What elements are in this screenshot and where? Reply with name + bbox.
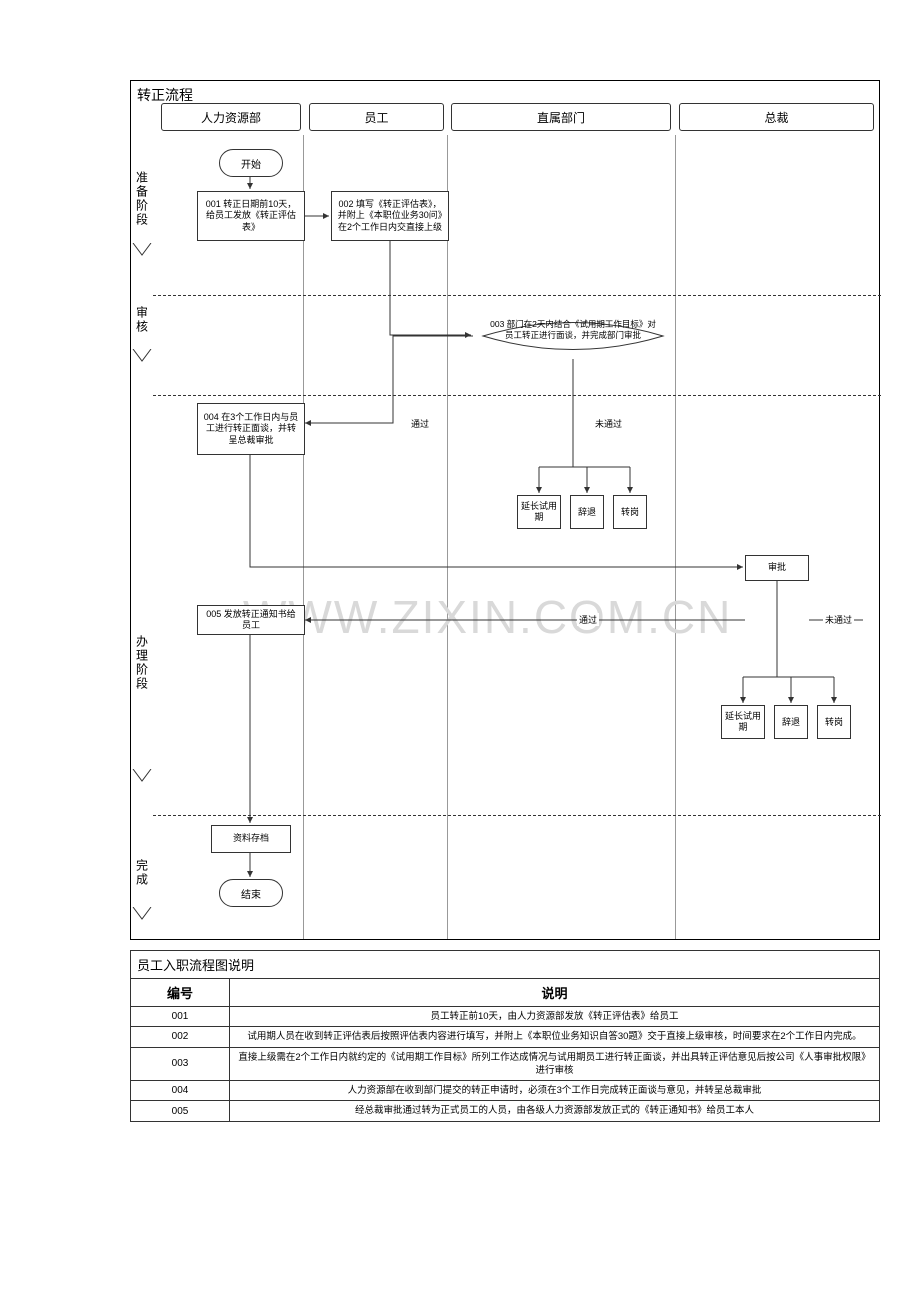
table-row: 004 人力资源部在收到部门提交的转正申请时，必须在3个工作日完成转正面谈与意见… [131,1081,880,1101]
node-dismiss-2: 辞退 [774,705,808,739]
node-002: 002 填写《转正评估表》，并附上《本职位业务30问》在2个工作日内交直接上级 [331,191,449,241]
col-header-dept: 直属部门 [451,103,671,131]
node-end: 结束 [219,879,283,907]
node-start: 开始 [219,149,283,177]
table-row: 002 试用期人员在收到转正评估表后按照评估表内容进行填写，并附上《本职位业务知… [131,1027,880,1047]
node-approve: 审批 [745,555,809,581]
phase-divider [153,815,881,816]
cell-num: 004 [131,1081,230,1101]
node-transfer-2: 转岗 [817,705,851,739]
watermark: WWW.ZIXIN.COM.CN [243,590,732,644]
cell-desc: 试用期人员在收到转正评估表后按照评估表内容进行填写，并附上《本职位业务知识自答3… [230,1027,880,1047]
node-extend-1: 延长试用期 [517,495,561,529]
phase-divider [153,295,881,296]
phase-label-review: 审核 [133,295,151,345]
cell-num: 002 [131,1027,230,1047]
cell-desc: 人力资源部在收到部门提交的转正申请时，必须在3个工作日完成转正面谈与意见，并转呈… [230,1081,880,1101]
node-001: 001 转正日期前10天，给员工发放《转正评估表》 [197,191,305,241]
header-num: 编号 [131,979,230,1007]
edge-label-pass-2: 通过 [577,613,599,626]
table-row: 003 直接上级需在2个工作日内就约定的《试用期工作目标》所列工作达成情况与试用… [131,1047,880,1081]
col-header-hr: 人力资源部 [161,103,301,131]
node-003: 003 部门在2天内结合《试用期工作目标》对员工转正进行面谈，并完成部门审批 [473,313,673,359]
node-004: 004 在3个工作日内与员工进行转正面谈，并转呈总裁审批 [197,403,305,455]
cell-desc: 员工转正前10天，由人力资源部发放《转正评估表》给员工 [230,1007,880,1027]
node-003-label: 003 部门在2天内结合《试用期工作目标》对员工转正进行面谈，并完成部门审批 [487,319,659,340]
cell-num: 003 [131,1047,230,1081]
node-transfer-1: 转岗 [613,495,647,529]
table-row: 001 员工转正前10天，由人力资源部发放《转正评估表》给员工 [131,1007,880,1027]
cell-num: 005 [131,1101,230,1121]
lane-divider [303,135,304,939]
cell-desc: 直接上级需在2个工作日内就约定的《试用期工作目标》所列工作达成情况与试用期员工进… [230,1047,880,1081]
swimlane-body: WWW.ZIXIN.COM.CN [153,135,881,939]
col-header-ceo: 总裁 [679,103,874,131]
chevron-icon [131,769,153,783]
node-archive: 资料存档 [211,825,291,853]
table-row: 005 经总裁审批通过转为正式员工的人员，由各级人力资源部发放正式的《转正通知书… [131,1101,880,1121]
chevron-icon [131,907,153,921]
header-desc: 说明 [230,979,880,1007]
table-title: 员工入职流程图说明 [131,951,880,979]
edge-label-pass-1: 通过 [409,417,431,430]
phase-label-done: 完成 [133,843,151,903]
col-header-emp: 员工 [309,103,444,131]
table-header-row: 编号 说明 [131,979,880,1007]
explanation-table: 员工入职流程图说明 编号 说明 001 员工转正前10天，由人力资源部发放《转正… [130,950,880,1122]
node-005: 005 发放转正通知书给员工 [197,605,305,635]
cell-desc: 经总裁审批通过转为正式员工的人员，由各级人力资源部发放正式的《转正通知书》给员工… [230,1101,880,1121]
edge-label-fail-2: 未通过 [823,613,854,626]
phase-label-proc: 办理阶段 [133,613,151,713]
page: 转正流程 人力资源部 员工 直属部门 总裁 准备阶段 审核 办理阶段 完成 [0,0,920,1302]
lane-divider [675,135,676,939]
column-headers: 人力资源部 员工 直属部门 总裁 [131,103,879,133]
chevron-icon [131,243,153,257]
phase-label-prep: 准备阶段 [133,159,151,239]
row-labels: 准备阶段 审核 办理阶段 完成 [131,103,153,941]
lane-divider [447,135,448,939]
content-frame: 转正流程 人力资源部 员工 直属部门 总裁 准备阶段 审核 办理阶段 完成 [130,80,790,1160]
node-dismiss-1: 辞退 [570,495,604,529]
phase-divider [153,395,881,396]
table-title-row: 员工入职流程图说明 [131,951,880,979]
arrows [153,135,881,939]
cell-num: 001 [131,1007,230,1027]
node-extend-2: 延长试用期 [721,705,765,739]
flow-diagram: 转正流程 人力资源部 员工 直属部门 总裁 准备阶段 审核 办理阶段 完成 [130,80,880,940]
edge-label-fail-1: 未通过 [593,417,624,430]
chevron-icon [131,349,153,363]
